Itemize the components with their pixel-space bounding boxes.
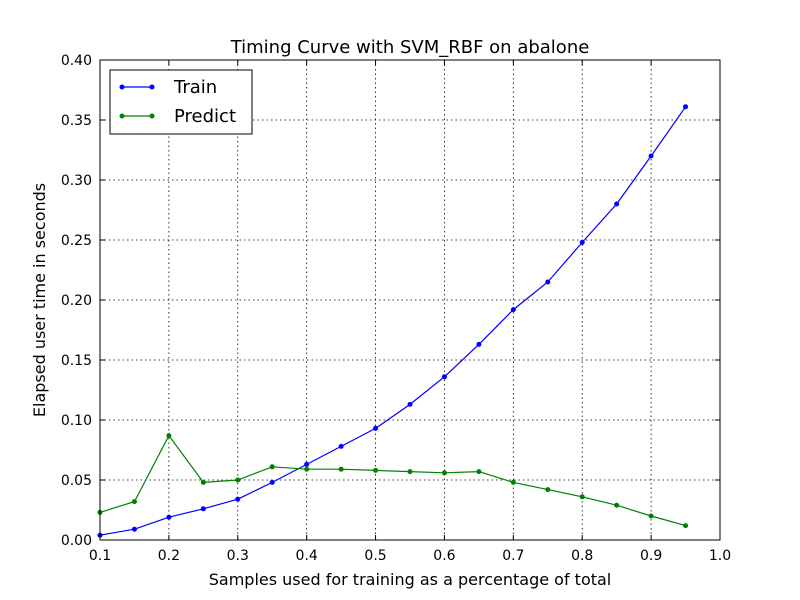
- series-predict-point: [407, 469, 413, 475]
- y-tick-label: 0.25: [61, 233, 92, 249]
- series-train-point: [648, 153, 654, 159]
- x-tick-label: 0.8: [571, 548, 593, 564]
- series-predict-point: [131, 499, 137, 505]
- series-train-point: [235, 496, 241, 502]
- series-predict-point: [545, 487, 551, 493]
- series-train-point: [476, 341, 482, 347]
- x-tick-label: 0.3: [227, 548, 249, 564]
- series-predict-point: [373, 467, 379, 473]
- series-predict-point: [166, 433, 172, 439]
- series-train-point: [269, 479, 275, 485]
- series-train-point: [373, 425, 379, 431]
- chart-title: Timing Curve with SVM_RBF on abalone: [230, 37, 590, 58]
- x-tick-label: 0.1: [89, 548, 111, 564]
- series-predict-point: [338, 466, 344, 472]
- series-predict-point: [441, 470, 447, 476]
- series-train-point: [683, 104, 689, 110]
- legend-predict-label: Predict: [174, 106, 236, 127]
- series-train-point: [545, 279, 551, 285]
- x-tick-label: 0.5: [364, 548, 386, 564]
- x-tick-label: 0.4: [296, 548, 318, 564]
- y-tick-label: 0.10: [61, 413, 92, 429]
- y-axis-label: Elapsed user time in seconds: [30, 183, 49, 417]
- series-train-point: [338, 443, 344, 449]
- legend: Train Predict: [109, 69, 253, 135]
- series-train-point: [579, 239, 585, 245]
- x-axis-label: Samples used for training as a percentag…: [209, 570, 612, 589]
- series-predict-point: [476, 469, 482, 475]
- series-train-point: [510, 307, 516, 313]
- y-tick-label: 0.00: [61, 533, 92, 549]
- series-predict-line: [99, 434, 686, 527]
- y-tick-label: 0.30: [61, 173, 92, 189]
- y-tick-label: 0.35: [61, 113, 92, 129]
- series-train-line: [99, 106, 687, 536]
- x-tick-label: 1.0: [709, 548, 731, 564]
- axis-ticks: 0.1 0.2 0.3 0.4 0.5 0.6 0.7 0.8 0.9 1.0 0.00 0.05 0.…: [61, 53, 731, 564]
- x-tick-label: 0.7: [502, 548, 524, 564]
- legend-predict-marker: [149, 113, 155, 119]
- x-tick-label: 0.2: [158, 548, 180, 564]
- series-train-point: [200, 506, 206, 512]
- grid-lines: [100, 60, 720, 540]
- series-predict-point: [510, 479, 516, 485]
- y-tick-label: 0.05: [61, 473, 92, 489]
- series-predict-point: [235, 477, 241, 483]
- series-predict: [97, 433, 689, 529]
- legend-train-marker: [149, 84, 155, 90]
- series-train-point: [304, 461, 310, 467]
- legend-train-label: Train: [173, 77, 217, 98]
- series-train-point: [441, 374, 447, 380]
- series-predict-point: [579, 494, 585, 500]
- x-tick-label: 0.9: [640, 548, 662, 564]
- series-predict-point: [614, 502, 620, 508]
- x-tick-label: 0.6: [433, 548, 455, 564]
- series-train: [97, 104, 689, 538]
- legend-box: [109, 69, 253, 135]
- legend-predict-marker: [119, 113, 125, 119]
- y-tick-label: 0.20: [61, 293, 92, 309]
- series-train-point: [131, 526, 137, 532]
- series-train-point: [614, 201, 620, 207]
- series-predict-point: [304, 466, 310, 472]
- series-predict-point: [683, 523, 689, 529]
- y-tick-label: 0.40: [61, 53, 92, 69]
- plot-series: [97, 104, 689, 538]
- y-tick-label: 0.15: [61, 353, 92, 369]
- series-train-point: [407, 401, 413, 407]
- series-train-point: [166, 514, 172, 520]
- series-predict-point: [648, 513, 654, 519]
- series-predict-point: [269, 464, 275, 470]
- legend-train-marker: [119, 84, 125, 90]
- series-predict-point: [200, 479, 206, 485]
